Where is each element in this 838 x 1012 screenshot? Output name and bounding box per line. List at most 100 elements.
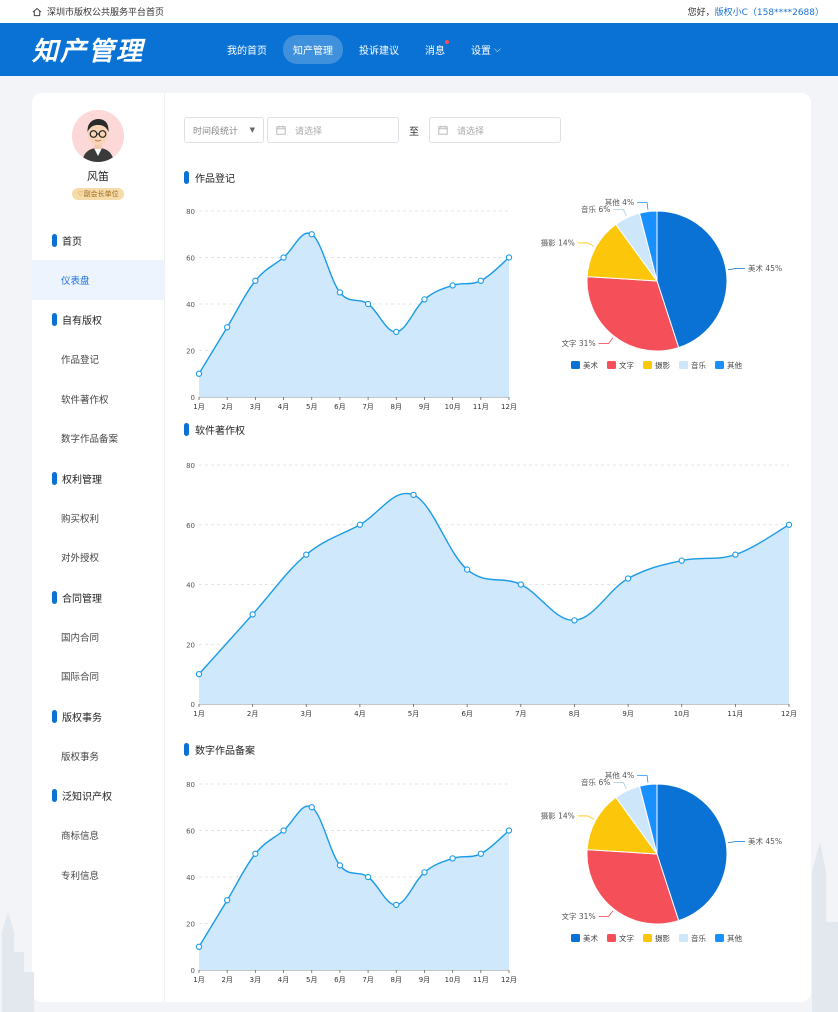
sidebar-item[interactable]: 数字作品备案	[61, 434, 119, 446]
data-point[interactable]	[195, 370, 203, 377]
area-chart-works: 0 20 40 60 80 1月 2月 3月 4月 5月 6月 7月 8月 9月 10月 11月 12月	[186, 208, 517, 411]
data-point[interactable]	[785, 521, 793, 528]
data-point[interactable]	[364, 300, 372, 308]
avatar[interactable]	[72, 110, 124, 162]
sidebar-group-1[interactable]: 自有版权	[32, 300, 164, 340]
data-point[interactable]	[303, 551, 310, 558]
data-point[interactable]	[517, 581, 524, 588]
data-point[interactable]	[364, 873, 372, 881]
data-point[interactable]	[449, 855, 456, 862]
nav-item-1[interactable]: 知产管理	[283, 35, 343, 64]
pie-slice[interactable]	[638, 210, 658, 282]
data-point[interactable]	[356, 521, 364, 528]
area-fill	[199, 806, 509, 970]
nav-item-2[interactable]: 投诉建议	[349, 35, 409, 64]
end-date-input[interactable]: 请选择	[429, 117, 561, 143]
legend-label[interactable]: 音乐	[691, 360, 706, 370]
data-point[interactable]	[249, 611, 256, 618]
data-point[interactable]	[732, 551, 739, 558]
legend-swatch[interactable]	[607, 934, 616, 942]
legend-swatch[interactable]	[571, 361, 580, 369]
period-select[interactable]: 时间段统计 ▼	[184, 117, 264, 143]
legend-label[interactable]: 美术	[583, 360, 598, 370]
sidebar-group-3[interactable]: 合同管理	[32, 577, 164, 617]
legend-swatch[interactable]	[643, 934, 652, 942]
data-point[interactable]	[505, 827, 513, 834]
data-point[interactable]	[464, 566, 471, 573]
slice-label-unit: %	[588, 339, 595, 348]
data-point[interactable]	[678, 557, 685, 564]
user-name-link[interactable]: 版权小C（158****2688）	[714, 8, 824, 18]
legend-swatch[interactable]	[679, 934, 688, 942]
data-point[interactable]	[571, 617, 578, 624]
sidebar-item[interactable]: 对外授权	[61, 553, 100, 565]
data-point[interactable]	[308, 804, 315, 811]
data-point[interactable]	[505, 254, 513, 261]
legend-swatch[interactable]	[607, 361, 616, 369]
data-point[interactable]	[421, 296, 428, 303]
data-point[interactable]	[224, 324, 231, 331]
sidebar-group-4[interactable]: 版权事务	[32, 696, 164, 736]
pie-slice[interactable]	[586, 276, 680, 352]
legend-label[interactable]: 其他	[727, 933, 742, 943]
data-point[interactable]	[393, 328, 400, 336]
home-link[interactable]: 深圳市版权公共服务平台首页	[32, 5, 164, 18]
pie-slice[interactable]	[586, 223, 659, 282]
sidebar-item[interactable]: 仪表盘	[32, 260, 164, 300]
legend-label[interactable]: 音乐	[691, 933, 706, 943]
data-point[interactable]	[477, 277, 484, 284]
legend-label[interactable]: 其他	[727, 360, 742, 370]
label-leader-line	[637, 775, 649, 783]
data-point[interactable]	[393, 901, 400, 909]
sidebar-group-5[interactable]: 泛知识产权	[32, 776, 164, 816]
data-point[interactable]	[280, 827, 287, 834]
data-point[interactable]	[410, 491, 417, 499]
data-point[interactable]	[624, 575, 632, 582]
legend-swatch[interactable]	[715, 934, 724, 942]
data-point[interactable]	[308, 231, 315, 238]
legend-label[interactable]: 摄影	[655, 933, 670, 943]
sidebar-item[interactable]: 国内合同	[61, 632, 100, 644]
data-point[interactable]	[252, 850, 259, 857]
legend-label[interactable]: 美术	[583, 933, 598, 943]
sidebar-item[interactable]: 购买权利	[61, 513, 100, 525]
legend-label[interactable]: 文字	[619, 933, 634, 943]
sidebar-item[interactable]: 商标信息	[61, 831, 100, 843]
nav-item-3[interactable]: 消息	[415, 35, 455, 64]
pie-slice[interactable]	[586, 796, 659, 855]
sidebar-item[interactable]: 作品登记	[61, 355, 100, 367]
slice-label-value: 6	[598, 778, 603, 787]
data-point[interactable]	[224, 897, 231, 904]
data-point[interactable]	[477, 850, 484, 857]
legend-swatch[interactable]	[715, 361, 724, 369]
sidebar-item[interactable]: 国际合同	[61, 672, 100, 684]
pie-slice[interactable]	[656, 783, 728, 922]
start-date-input[interactable]: 请选择	[267, 117, 399, 143]
data-point[interactable]	[280, 254, 287, 261]
pie-slice[interactable]	[656, 210, 728, 349]
pie-slice[interactable]	[586, 849, 680, 925]
sidebar-item[interactable]: 软件著作权	[61, 394, 109, 406]
pie-slice[interactable]	[638, 783, 658, 855]
data-point[interactable]	[421, 869, 428, 876]
data-point[interactable]	[195, 670, 203, 678]
sidebar-item[interactable]: 专利信息	[61, 870, 100, 882]
badge-icon: ♡	[77, 190, 84, 198]
data-point[interactable]	[449, 282, 456, 289]
legend-swatch[interactable]	[643, 361, 652, 369]
nav-item-0[interactable]: 我的首页	[217, 35, 277, 64]
data-point[interactable]	[252, 277, 259, 284]
legend-swatch[interactable]	[571, 934, 580, 942]
legend-label[interactable]: 摄影	[655, 360, 670, 370]
legend-swatch[interactable]	[679, 361, 688, 369]
data-point[interactable]	[195, 943, 203, 950]
user-greeting: 您好，版权小C（158****2688）	[688, 5, 824, 18]
data-point[interactable]	[336, 862, 344, 869]
nav-item-4[interactable]: 设置 ⌵	[461, 35, 511, 64]
legend-label[interactable]: 文字	[619, 360, 634, 370]
data-point[interactable]	[336, 289, 344, 296]
sidebar-group-0[interactable]: 首页	[32, 220, 164, 260]
sidebar-item[interactable]: 版权事务	[61, 751, 100, 763]
sidebar-group-2[interactable]: 权利管理	[32, 458, 164, 498]
group-marker	[52, 590, 57, 604]
